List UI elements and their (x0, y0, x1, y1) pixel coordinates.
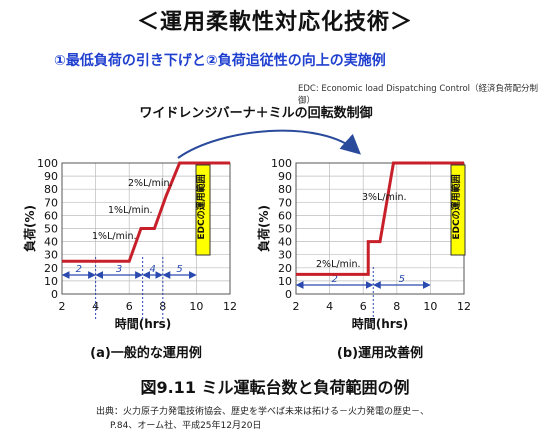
edc-range-box (450, 164, 466, 256)
x-tick-label: 2 (293, 300, 300, 313)
page-title: ＜運用柔軟性対応化技術＞ (136, 10, 413, 35)
x-tick-label: 10 (423, 300, 437, 313)
y-tick-label: 80 (44, 183, 58, 196)
transition-arrow (177, 129, 361, 159)
figure-caption: 図9.11 ミル運転台数と負荷範囲の例 (140, 378, 410, 397)
y-tick-label: 100 (271, 157, 292, 170)
x-tick-label: 12 (457, 300, 471, 313)
load-line (296, 161, 464, 276)
chart-a: EDCの運用範囲010203040506070809010024681012時間… (22, 157, 237, 361)
x-tick-label: 12 (223, 300, 237, 313)
rate-label: 1%L/min. (108, 205, 153, 216)
y-tick-label: 60 (44, 209, 58, 222)
edc-range-box (195, 164, 211, 256)
y-tick-label: 20 (44, 262, 58, 275)
plot-frame (61, 162, 231, 295)
y-tick-label: 20 (278, 262, 292, 275)
y-tick-label: 40 (44, 236, 58, 249)
interval-label: 2 (76, 264, 82, 275)
source-line-1: 出典：火力原子力発電技術協会、歴史を学べば未来は拓ける－火力発電の歴史－、 (96, 407, 430, 417)
y-tick-label: 100 (37, 157, 58, 170)
y-tick-label: 80 (278, 183, 292, 196)
y-tick-label: 50 (44, 223, 58, 236)
x-tick-label: 6 (126, 300, 133, 313)
interval-label: 5 (176, 264, 182, 275)
y-tick-label: 90 (44, 170, 58, 183)
y-tick-label: 40 (278, 236, 292, 249)
rate-label: 3%L/min. (362, 192, 407, 203)
x-tick-label: 10 (189, 300, 203, 313)
x-tick-label: 6 (360, 300, 367, 313)
y-axis-label: 負荷(%) (22, 205, 37, 252)
x-tick-label: 8 (393, 300, 400, 313)
chart-caption: (b)運用改善例 (337, 345, 423, 361)
y-tick-label: 90 (278, 170, 292, 183)
x-tick-label: 4 (326, 300, 333, 313)
interval-label: 3 (116, 264, 122, 275)
y-tick-label: 0 (285, 288, 292, 301)
interval-label: 4 (150, 264, 156, 275)
y-axis-label: 負荷(%) (256, 205, 271, 252)
interval-label: 2 (331, 274, 337, 285)
x-axis-label: 時間(hrs) (115, 316, 172, 331)
y-tick-label: 10 (278, 275, 292, 288)
rate-label: 1%L/min. (92, 231, 137, 242)
chart-caption: (a)一般的な運用例 (90, 345, 202, 361)
y-tick-label: 70 (44, 196, 58, 209)
edc-note: EDC: Economic load Dispatching Control（経… (298, 84, 539, 106)
y-tick-label: 60 (278, 209, 292, 222)
subtitle: ①最低負荷の引き下げと②負荷追従性の向上の実施例 (54, 53, 386, 69)
x-axis-label: 時間(hrs) (352, 316, 409, 331)
source-line-2: P.84、オーム社、平成25年12月20日 (110, 421, 262, 431)
y-tick-label: 10 (44, 275, 58, 288)
y-tick-label: 70 (278, 196, 292, 209)
y-tick-label: 50 (278, 223, 292, 236)
y-tick-label: 30 (278, 249, 292, 262)
load-line (62, 161, 230, 263)
rate-label: 2%L/min. (316, 259, 361, 270)
interval-label: 5 (399, 274, 405, 285)
edc-range-label: EDCの運用範囲 (195, 174, 207, 239)
y-tick-label: 30 (44, 249, 58, 262)
rate-label: 2%L/min. (128, 178, 173, 189)
x-tick-label: 2 (59, 300, 66, 313)
y-tick-label: 0 (51, 288, 58, 301)
arrow-label: ワイドレンジバーナ＋ミルの回転数制御 (139, 105, 372, 121)
edc-range-label: EDCの運用範囲 (450, 174, 462, 239)
